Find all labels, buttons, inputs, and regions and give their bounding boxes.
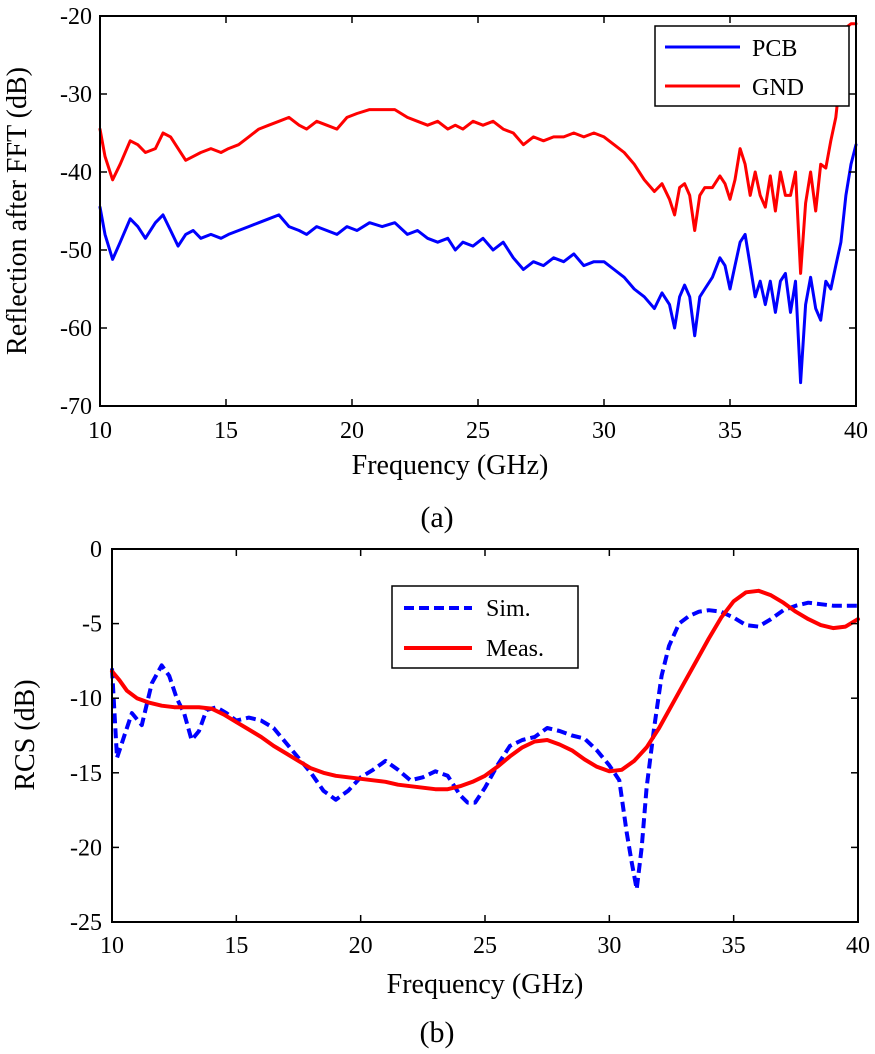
panel-b-y-tick-label: -20 [70,835,102,861]
panel-b-legend: Sim. Meas. [391,585,579,669]
panel-b: 10 15 20 25 30 35 40 -25 -20 -15 -10 -5 0 Frequency … [10,537,870,1049]
panel-b-legend-label-sim: Sim. [486,596,531,622]
panel-b-x-tick-label: 35 [722,933,746,959]
panel-a-x-tick-label: 20 [340,418,364,444]
panel-b-y-axis-label: RCS (dB) [10,679,41,790]
panel-b-y-tick-label: -25 [70,910,102,936]
panel-a-x-tick-label: 35 [718,418,742,444]
panel-a-series-line-gnd [98,22,858,275]
panel-b-x-tick-label: 15 [224,933,248,959]
panel-b-x-tick-label: 20 [349,933,373,959]
panel-b-y-tick-label: 0 [90,537,102,563]
panel-b-series-line-meas [110,588,860,792]
panel-b-x-tick-label: 25 [473,933,497,959]
panel-b-series-line-sim [110,600,858,892]
panel-a-y-tick-label: -40 [60,160,92,186]
panel-b-legend-label-meas: Meas. [486,636,544,662]
panel-b-caption: (b) [420,1016,455,1049]
panel-b-y-tick-label: -15 [70,761,102,787]
panel-b-ticks: 10 15 20 25 30 35 40 -25 -20 -15 -10 -5 0 [70,537,870,959]
panel-a-legend-label-pcb: PCB [752,36,797,62]
panel-b-y-tick-label: -10 [70,686,102,712]
panel-a-y-tick-label: -30 [60,82,92,108]
panel-a-legend: PCB GND [654,25,850,107]
panel-b-series-layer [110,588,860,892]
panel-a-y-tick-label: -20 [60,4,92,30]
panel-a-series-line-pcb [98,143,858,385]
panel-b-x-axis-label: Frequency (GHz) [387,969,584,1000]
panel-a-x-tick-label: 40 [844,418,868,444]
panel-a-y-axis-label: Reflection after FFT (dB) [2,67,33,355]
panel-a-x-axis-label: Frequency (GHz) [352,450,549,481]
panel-a-x-tick-label: 15 [214,418,238,444]
panel-b-x-tick-label: 10 [100,933,124,959]
panel-a-x-tick-label: 30 [592,418,616,444]
panel-a-legend-box [654,25,850,107]
panel-a-y-tick-label: -60 [60,316,92,342]
panel-a-series-layer [98,22,858,385]
panel-a-caption: (a) [420,501,453,534]
panel-a-y-tick-label: -70 [60,394,92,420]
panel-a: 10 15 20 25 30 35 40 -70 -60 -50 -40 -30 -20 Frequen… [2,4,868,534]
panel-a-legend-label-gnd: GND [752,75,804,101]
panel-a-x-tick-label: 10 [88,418,112,444]
panel-b-x-tick-label: 40 [846,933,870,959]
panel-b-y-tick-label: -5 [82,612,102,638]
panel-a-x-tick-label: 25 [466,418,490,444]
panel-b-x-tick-label: 30 [597,933,621,959]
panel-a-y-tick-label: -50 [60,238,92,264]
panel-a-ticks: 10 15 20 25 30 35 40 -70 -60 -50 -40 -30 -20 [60,4,868,444]
panel-b-legend-box [391,585,579,669]
